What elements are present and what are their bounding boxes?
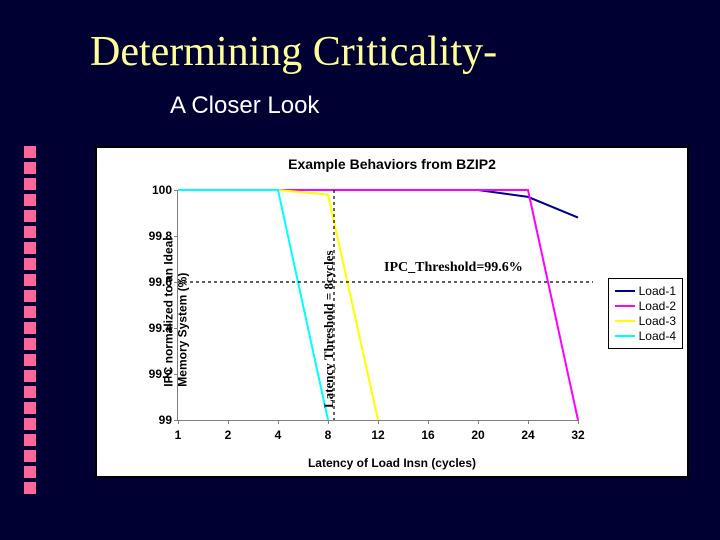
legend-swatch xyxy=(615,320,635,322)
bullet-square xyxy=(24,482,36,494)
y-tick-label: 99.4 xyxy=(132,321,172,335)
chart-container: Example Behaviors from BZIP2 IPC normali… xyxy=(95,146,689,478)
x-tick-mark xyxy=(578,420,579,424)
bullet-square xyxy=(24,274,36,286)
bullet-square xyxy=(24,194,36,206)
plot-area: IPC_Threshold=99.6% Latency Threshold = … xyxy=(177,190,578,421)
x-tick-label: 12 xyxy=(371,428,384,442)
y-tick-label: 100 xyxy=(132,183,172,197)
bullet-square xyxy=(24,370,36,382)
x-tick-mark xyxy=(478,420,479,424)
x-tick-label: 8 xyxy=(325,428,332,442)
bullet-square xyxy=(24,386,36,398)
slide: Determining Criticality- A Closer Look E… xyxy=(0,0,720,540)
y-tick-label: 99 xyxy=(132,413,172,427)
bullet-square xyxy=(24,290,36,302)
x-tick-label: 20 xyxy=(471,428,484,442)
x-tick-label: 1 xyxy=(175,428,182,442)
legend-label: Load-1 xyxy=(639,284,676,298)
bullet-square xyxy=(24,242,36,254)
legend-label: Load-3 xyxy=(639,314,676,328)
bullet-square xyxy=(24,466,36,478)
bullet-square xyxy=(24,226,36,238)
x-tick-label: 16 xyxy=(421,428,434,442)
chart-title: Example Behaviors from BZIP2 xyxy=(97,156,687,172)
bullet-square xyxy=(24,402,36,414)
bullet-square xyxy=(24,146,36,158)
y-tick-mark xyxy=(174,190,178,191)
bullet-square xyxy=(24,258,36,270)
y-tick-label: 99.8 xyxy=(132,229,172,243)
series-line xyxy=(178,190,578,218)
latency-threshold-annotation: Latency Threshold = 8cycles xyxy=(321,218,337,408)
legend-item: Load-1 xyxy=(615,284,676,298)
bullet-square xyxy=(24,322,36,334)
bullet-square xyxy=(24,418,36,430)
x-tick-mark xyxy=(428,420,429,424)
x-tick-mark xyxy=(328,420,329,424)
legend-item: Load-2 xyxy=(615,299,676,313)
bullet-square xyxy=(24,354,36,366)
legend-label: Load-2 xyxy=(639,299,676,313)
y-tick-mark xyxy=(174,374,178,375)
legend-label: Load-4 xyxy=(639,329,676,343)
y-tick-mark xyxy=(174,328,178,329)
x-axis-label: Latency of Load Insn (cycles) xyxy=(97,456,687,470)
x-tick-label: 2 xyxy=(225,428,232,442)
x-tick-mark xyxy=(228,420,229,424)
y-tick-label: 99.2 xyxy=(132,367,172,381)
legend-item: Load-3 xyxy=(615,314,676,328)
x-tick-label: 32 xyxy=(571,428,584,442)
y-tick-label: 99.6 xyxy=(132,275,172,289)
legend: Load-1Load-2Load-3Load-4 xyxy=(608,278,683,349)
series-line xyxy=(178,190,328,420)
y-tick-mark xyxy=(174,282,178,283)
x-tick-mark xyxy=(278,420,279,424)
series-line xyxy=(178,190,378,420)
ipc-threshold-annotation: IPC_Threshold=99.6% xyxy=(384,260,523,276)
y-tick-mark xyxy=(174,236,178,237)
bullet-square xyxy=(24,162,36,174)
page-title: Determining Criticality- xyxy=(90,28,497,76)
bullet-square xyxy=(24,210,36,222)
bullet-square xyxy=(24,434,36,446)
legend-swatch xyxy=(615,290,635,292)
x-tick-label: 4 xyxy=(275,428,282,442)
x-tick-mark xyxy=(178,420,179,424)
legend-swatch xyxy=(615,335,635,337)
legend-item: Load-4 xyxy=(615,329,676,343)
chart-lines xyxy=(178,190,578,420)
x-tick-mark xyxy=(378,420,379,424)
bullet-square xyxy=(24,338,36,350)
legend-swatch xyxy=(615,305,635,307)
bullet-square xyxy=(24,306,36,318)
x-tick-mark xyxy=(528,420,529,424)
bullet-strip xyxy=(24,146,36,498)
bullet-square xyxy=(24,178,36,190)
series-line xyxy=(178,190,578,420)
x-tick-label: 24 xyxy=(521,428,534,442)
page-subtitle: A Closer Look xyxy=(170,92,319,120)
bullet-square xyxy=(24,450,36,462)
